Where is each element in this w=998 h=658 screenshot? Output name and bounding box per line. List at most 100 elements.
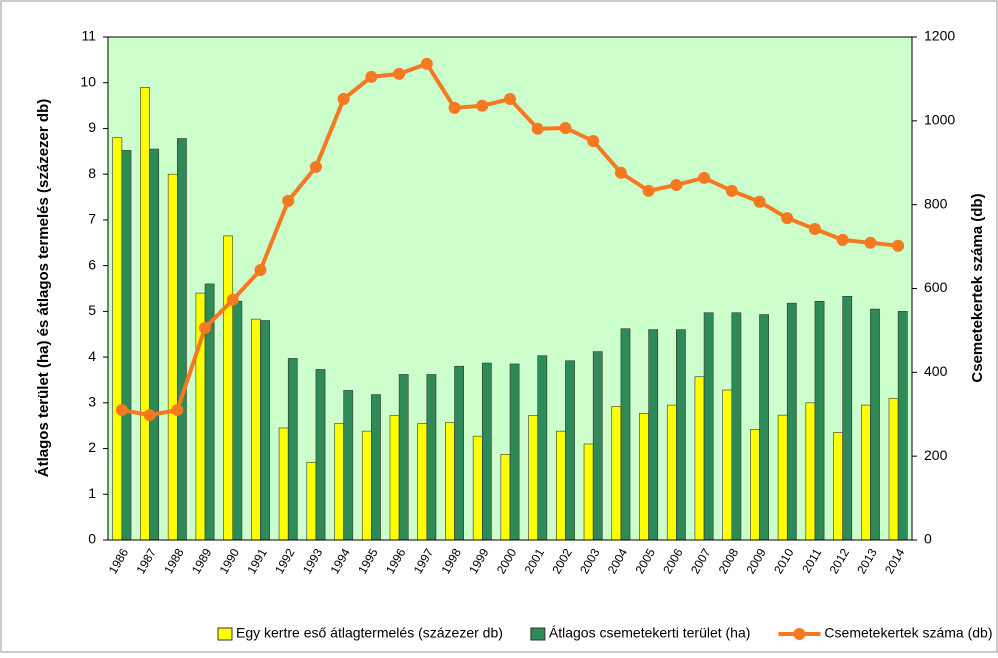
y2-tick-label: 600 [924,279,948,295]
y-tick-label: 5 [88,302,96,318]
bar [814,301,825,541]
bar [694,376,705,541]
line-point [393,67,406,80]
line-point [892,239,905,252]
bar [371,394,381,541]
y-tick-label: 6 [88,256,96,272]
bar [177,138,187,541]
bar [149,148,160,541]
bar [860,404,871,541]
bar [454,365,465,541]
bar [842,295,853,541]
line-point [864,236,877,249]
y-tick-label: 3 [88,394,96,410]
line-point [476,99,489,112]
line-point [836,233,849,246]
bar [223,235,234,541]
bar [481,362,492,541]
bar [722,389,733,541]
y2-tick-label: 400 [924,363,948,379]
y-tick-label: 7 [88,211,96,227]
y2-tick-label: 200 [924,447,948,463]
bar [389,415,400,541]
bar [555,430,566,541]
bar [897,311,908,541]
line-point [254,264,267,277]
line-point [670,178,683,191]
bar [648,329,659,541]
line-point [226,293,239,306]
bar [315,369,326,541]
bar [870,308,880,541]
bar [750,429,760,541]
line-point [753,195,766,208]
line-point [365,70,378,83]
bar [676,329,686,541]
bar [509,363,520,541]
bar [398,374,409,541]
legend-swatch [530,627,546,641]
bar [260,320,270,541]
line-point [642,184,655,197]
y-tick-label: 2 [88,439,96,455]
y2-tick-label: 0 [924,531,932,547]
line-point [337,93,350,106]
bar [167,173,178,541]
bar [731,312,742,541]
y-axis-title: Átlagos terület (ha) és átlagos termelés… [35,99,52,477]
legend-label: Csemetekertek száma (db) [824,625,992,641]
y2-axis-title: Csemetekertek száma (db) [969,193,986,382]
line-point [504,93,516,106]
line-point [559,121,572,134]
bar [805,402,816,541]
line-point [808,222,821,235]
y-tick-label: 11 [81,28,96,44]
y2-tick-label: 1000 [924,112,955,128]
legend-swatch [217,627,233,641]
bar [833,432,843,541]
bar [278,427,289,541]
bar [583,443,594,541]
legend-swatch [793,628,806,640]
y2-tick-label: 1200 [924,28,955,44]
line-point [725,184,738,197]
bar [777,414,788,541]
bar [759,314,769,541]
bar [445,422,455,541]
bar [251,318,261,541]
bar [334,423,344,541]
bar [611,406,622,541]
bar [232,301,243,541]
bar [140,87,150,541]
bar [112,137,123,541]
bar [537,355,548,541]
line-point [171,404,184,417]
bar [592,351,603,541]
y-tick-label: 10 [80,73,96,89]
bar [472,435,483,541]
y2-tick-label: 800 [924,195,948,211]
y-tick-label: 9 [88,119,96,135]
y-tick-label: 8 [88,165,96,181]
line-point [781,212,794,225]
bar [343,390,354,541]
bar [620,328,631,541]
bar [786,302,797,541]
bar [703,312,714,541]
line-point [199,321,212,334]
bar [888,397,899,541]
line-point [309,160,322,173]
bar [361,430,372,541]
bar [287,358,298,541]
bar [528,415,539,541]
line-point [420,57,433,70]
bar [417,423,428,541]
bar [666,404,677,541]
bar [500,454,511,541]
line-point [143,409,156,422]
line-point [282,194,295,207]
bar [306,461,317,541]
line-point [587,134,600,147]
line-point [531,122,544,135]
